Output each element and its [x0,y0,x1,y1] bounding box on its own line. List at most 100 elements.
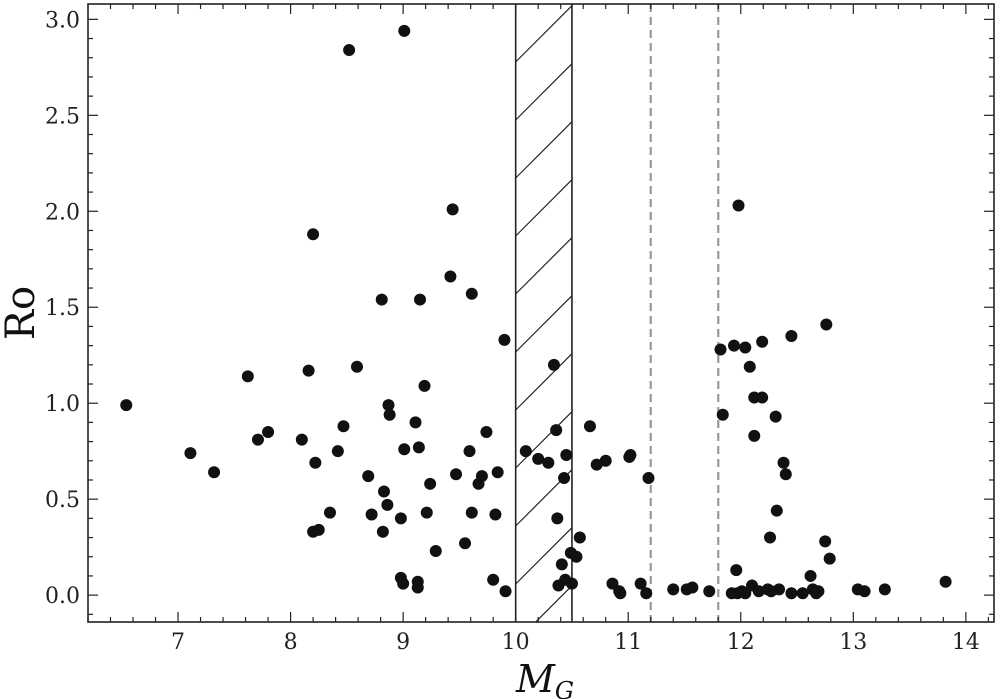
data-point [667,583,680,596]
data-point [394,512,407,525]
data-point [779,468,792,481]
data-point [381,498,394,511]
x-tick-label: 8 [284,630,298,655]
data-point [939,575,952,588]
data-point [375,293,388,306]
data-point [444,270,457,283]
data-point [614,587,627,600]
data-point [590,458,603,471]
y-tick-label: 2.5 [45,104,80,129]
y-tick-label: 1.0 [45,392,80,417]
hatched-band-layer [514,4,573,622]
hatch-line [515,121,572,179]
data-point [728,339,741,352]
data-point [429,544,442,557]
data-point [397,577,410,590]
data-point [382,399,395,412]
data-point [262,425,275,438]
data-point [573,531,586,544]
data-point [703,585,716,598]
data-point [519,445,532,458]
data-point [418,379,431,392]
data-point [716,408,729,421]
data-point [773,583,786,596]
data-point [858,585,871,598]
x-axis-label: MG [515,657,574,699]
x-tick-label: 9 [396,630,410,655]
data-point [558,472,571,485]
y-tick-label: 3.0 [45,8,80,33]
data-point [732,199,745,212]
data-point [642,472,655,485]
data-point [743,360,756,373]
data-point [362,470,375,483]
data-point [465,287,478,300]
dashed-lines-layer [649,4,720,622]
data-point [208,466,221,479]
data-point [756,391,769,404]
points-layer [120,24,952,600]
x-tick-label: 10 [502,630,530,655]
x-tick-label: 7 [171,630,185,655]
data-point [640,587,653,600]
data-point [450,468,463,481]
data-point [752,585,765,598]
hatch-line [515,63,572,121]
data-point [551,512,564,525]
data-point [560,449,573,462]
data-point [634,577,647,590]
data-point [730,564,743,577]
data-point [823,552,836,565]
data-point [398,24,411,37]
data-point [302,364,315,377]
data-point [312,523,325,536]
data-point [424,477,437,490]
x-tick-label: 12 [727,630,755,655]
data-point [343,44,356,57]
data-point [878,583,891,596]
tick-labels-layer: 7 8 9 10 11 12 13 14 0.0 0.5 1.0 1.5 2.0 2.5 3.0 [45,8,980,655]
data-point [414,293,427,306]
y-axis-label: Ro [0,286,44,340]
data-point [804,569,817,582]
data-point [459,537,472,550]
data-point [377,485,390,498]
data-point [475,470,488,483]
data-point [796,587,809,600]
data-point [120,399,133,412]
x-tick-label: 14 [952,630,980,655]
data-point [785,330,798,343]
data-point [532,452,545,465]
data-point [337,420,350,433]
hatch-line [515,353,572,411]
data-point [770,504,783,517]
data-point [777,456,790,469]
data-point [331,445,344,458]
data-point [489,508,502,521]
data-point [398,443,411,456]
data-point [769,410,782,423]
data-point [550,424,563,437]
data-point [241,370,254,383]
data-point [412,441,425,454]
data-point [480,425,493,438]
data-point [295,433,308,446]
data-point [409,416,422,429]
data-point [820,318,833,331]
hatch-line [515,237,572,295]
hatch-line [515,411,572,469]
data-point [785,587,798,600]
data-point [624,449,637,462]
y-tick-label: 0.5 [45,488,80,513]
data-point [323,506,336,519]
data-point [376,525,389,538]
y-tick-label: 1.5 [45,296,80,321]
x-tick-label: 13 [839,630,867,655]
hatch-line [515,179,572,237]
data-point [565,577,578,590]
plot-frame [87,3,995,623]
data-point [764,531,777,544]
data-point [756,335,769,348]
data-point [487,573,500,586]
data-point [583,420,596,433]
